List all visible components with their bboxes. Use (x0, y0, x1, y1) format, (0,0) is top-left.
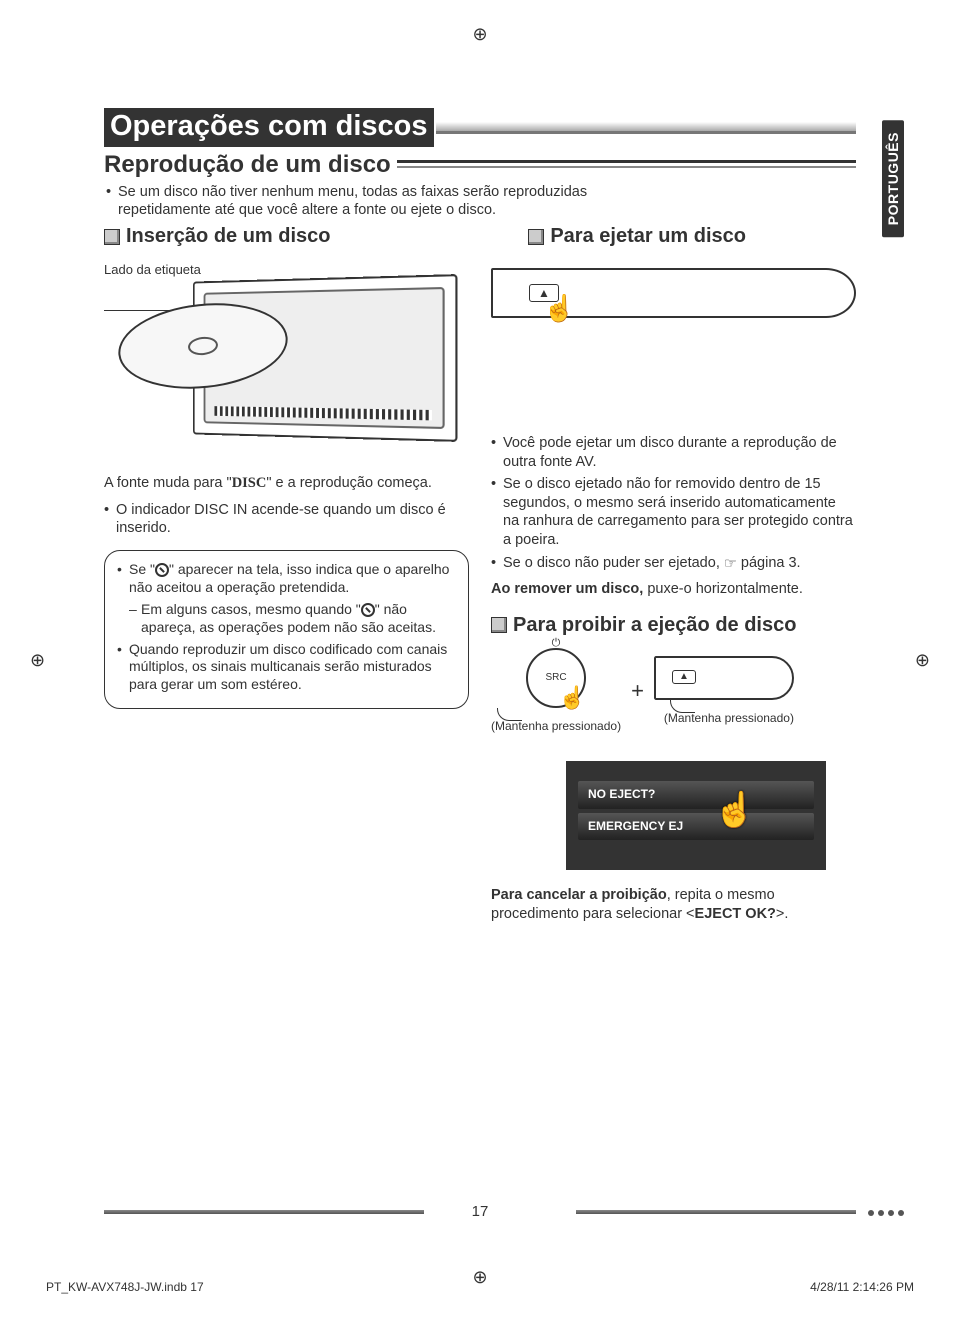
note-bullet-1: Se "" aparecer na tela, isso indica que … (117, 561, 456, 597)
spacer (491, 324, 856, 434)
p1-c: " e a reprodução começa. (266, 475, 432, 491)
square-bullet-icon (491, 617, 507, 633)
page-rule-right (576, 1210, 856, 1214)
menu-item-emergency: EMERGENCY EJ (578, 813, 814, 840)
remove-bold: Ao remover um disco, (491, 581, 643, 597)
subsection-rule (397, 160, 856, 170)
square-bullet-icon (528, 229, 544, 245)
right-bullet-2: Se o disco ejetado não for removido dent… (491, 475, 856, 549)
remove-rest: puxe-o horizontalmente. (643, 581, 803, 597)
power-icon: ⏻ (552, 636, 561, 650)
square-bullet-icon (104, 229, 120, 245)
note-box: Se "" aparecer na tela, isso indica que … (104, 550, 469, 709)
plus-icon: + (631, 677, 644, 705)
rb3-b: página 3. (737, 555, 801, 571)
crop-mark-right: ⊕ (915, 650, 930, 671)
hand-pointer-icon: ☝ (543, 292, 575, 325)
cancel-tail: >. (776, 906, 789, 922)
footer-right: 4/28/11 2:14:26 PM (810, 1280, 914, 1294)
note-d1-a: Em alguns casos, mesmo quando " (141, 601, 361, 617)
eject-icon: ▲ (672, 670, 696, 684)
section-header: Operações com discos (104, 108, 856, 147)
cancel-code: EJECT OK? (695, 906, 776, 922)
crop-mark-left: ⊕ (30, 650, 45, 671)
prohibit-row: ⏻ SRC ☝ (Mantenha pressionado) + ▲ (Mant… (491, 648, 856, 733)
right-bullet-3: Se o disco não puder ser ejetado, ☞ pági… (491, 554, 856, 573)
rb3-a: Se o disco não puder ser ejetado, (503, 555, 724, 571)
intro-text: Se um disco não tiver nenhum menu, todas… (104, 183, 856, 219)
left-bullet-1: O indicador DISC IN acende-se quando um … (104, 501, 469, 538)
p1-b: DISC (232, 475, 267, 491)
figure-eject-disc: ▲ ☝ (491, 268, 856, 318)
menu-item-no-eject: NO EJECT? (578, 781, 814, 808)
right-bullet-1: Você pode ejetar um disco durante a repr… (491, 434, 856, 471)
subsection-header: Reprodução de um disco (104, 151, 856, 179)
label-side-text: Lado da etiqueta (104, 262, 201, 279)
sub-headers-row: Inserção de um disco Para ejetar um disc… (104, 225, 856, 248)
left-column: Lado da etiqueta A fonte muda para "DISC… (104, 268, 469, 924)
src-button-illustration: ⏻ SRC ☝ (526, 648, 586, 708)
remove-disc-line: Ao remover um disco, puxe-o horizontalme… (491, 580, 856, 599)
page-rule-dots (868, 1210, 904, 1216)
eject-slot-illustration: ▲ (654, 656, 794, 700)
left-paragraph-1: A fonte muda para "DISC" e a reprodução … (104, 474, 469, 493)
figure-insert-disc: Lado da etiqueta (104, 268, 469, 468)
hold-callout-2: (Mantenha pressionado) (664, 700, 794, 725)
src-label: SRC (545, 672, 566, 685)
note-bullet-2: Quando reproduzir um disco codificado co… (117, 641, 456, 695)
print-footer: PT_KW-AVX748J-JW.indb 17 4/28/11 2:14:26… (46, 1280, 914, 1294)
note-b1-b: " aparecer na tela, isso indica que o ap… (129, 561, 449, 595)
note-b1-a: Se " (129, 561, 155, 577)
crop-mark-top: ⊕ (472, 24, 487, 45)
insert-header-text: Inserção de um disco (126, 225, 331, 248)
eject-header-text: Para ejetar um disco (550, 225, 746, 248)
note-dash-1: Em alguns casos, mesmo quando "" não apa… (117, 601, 456, 637)
page-number: 17 (472, 1203, 489, 1220)
subsection-title: Reprodução de um disco (104, 151, 391, 179)
section-title: Operações com discos (104, 108, 434, 147)
language-tab: PORTUGUÊS (882, 120, 904, 237)
insert-header: Inserção de um disco (104, 225, 331, 248)
hold-callout-1: (Mantenha pressionado) (491, 708, 621, 733)
eject-header: Para ejetar um disco (528, 225, 746, 248)
prohibit-header: Para proibir a ejeção de disco (491, 613, 856, 639)
section-rule (436, 122, 856, 134)
p1-a: A fonte muda para " (104, 475, 232, 491)
page-content: Operações com discos Reprodução de um di… (104, 108, 856, 1178)
pointing-hand-icon: ☞ (724, 555, 737, 574)
right-column: ▲ ☝ Você pode ejetar um disco durante a … (491, 268, 856, 924)
page-rule-left (104, 1210, 424, 1214)
hand-pointer-icon: ☝ (714, 789, 756, 833)
intro-bullet: Se um disco não tiver nenhum menu, todas… (104, 183, 664, 219)
footer-left: PT_KW-AVX748J-JW.indb 17 (46, 1280, 204, 1294)
prohibit-header-text: Para proibir a ejeção de disco (513, 613, 796, 639)
prohibit-icon (361, 603, 375, 617)
two-columns: Lado da etiqueta A fonte muda para "DISC… (104, 268, 856, 924)
cancel-paragraph: Para cancelar a proibição, repita o mesm… (491, 886, 856, 924)
prohibit-icon (155, 563, 169, 577)
cancel-bold: Para cancelar a proibição (491, 887, 667, 903)
onscreen-menu-illustration: NO EJECT? EMERGENCY EJ ☝ (566, 761, 826, 870)
